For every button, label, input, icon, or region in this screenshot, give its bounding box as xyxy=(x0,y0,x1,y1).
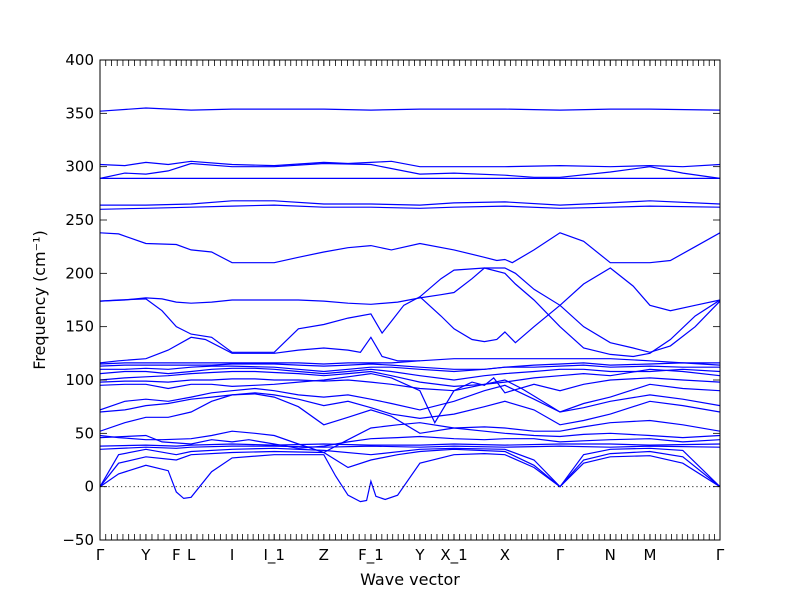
band-lines xyxy=(100,107,720,503)
x-tick-label-11: X xyxy=(500,546,510,564)
band-line-7 xyxy=(100,422,720,454)
band-line-13 xyxy=(100,368,720,388)
x-axis: Γ Y F L I I_1 Z F_1 Y X_1 X Γ N M Γ xyxy=(96,60,725,565)
band-line-9 xyxy=(100,392,720,426)
y-tick-label: 0 xyxy=(84,478,94,496)
y-tick-label: 50 xyxy=(75,424,94,442)
band-line-6 xyxy=(100,434,720,449)
x-tick-label-1: Γ xyxy=(96,546,105,564)
x-tick-label-8: F_1 xyxy=(358,546,384,565)
band-line-22 xyxy=(100,232,720,264)
y-tick-label: 400 xyxy=(65,51,94,69)
y-tick-label: −50 xyxy=(62,531,94,549)
x-tick-label-14: M xyxy=(643,546,656,564)
x-tick-label-12: Γ xyxy=(556,546,565,564)
y-axis-title: Frequency (cm⁻¹) xyxy=(30,230,49,369)
band-line-24 xyxy=(100,200,720,206)
band-line-20 xyxy=(100,267,720,358)
x-tick-label-5: I xyxy=(230,546,234,564)
plot-frame xyxy=(99,59,721,541)
band-line-10 xyxy=(100,384,720,413)
y-tick-label: 200 xyxy=(65,264,94,282)
y-axis: −50 0 50 100 150 200 250 300 350 400 xyxy=(62,51,720,549)
x-tick-label-10: X_1 xyxy=(440,546,467,565)
band-line-15 xyxy=(100,364,720,373)
x-tick-label-3: F xyxy=(172,546,181,564)
band-line-17 xyxy=(100,358,720,365)
band-line-18 xyxy=(100,336,420,364)
x-tick-label-15: Γ xyxy=(716,546,725,564)
band-line-23 xyxy=(100,204,720,210)
band-line-8 xyxy=(100,393,720,434)
band-line-3 xyxy=(100,447,720,488)
x-tick-label-9: Y xyxy=(414,546,425,564)
band-line-14 xyxy=(100,367,720,381)
band-line-4 xyxy=(100,445,720,450)
y-tick-label: 100 xyxy=(65,371,94,389)
y-tick-label: 150 xyxy=(65,318,94,336)
y-tick-label: 250 xyxy=(65,211,94,229)
band-line-19 xyxy=(419,267,720,344)
band-line-26 xyxy=(100,162,720,179)
x-tick-label-7: Z xyxy=(319,546,329,564)
x-tick-label-2: Y xyxy=(140,546,151,564)
band-line-11 xyxy=(100,372,720,424)
band-line-27 xyxy=(100,160,720,168)
y-tick-label: 350 xyxy=(65,104,94,122)
band-line-28 xyxy=(100,107,720,112)
x-axis-title: Wave vector xyxy=(360,570,460,589)
x-tick-label-6: I_1 xyxy=(263,546,284,565)
y-tick-label: 300 xyxy=(65,158,94,176)
x-tick-label-4: L xyxy=(187,546,196,564)
band-line-16 xyxy=(100,362,720,370)
x-tick-label-13: N xyxy=(605,546,616,564)
band-line-12 xyxy=(100,377,720,394)
band-line-5 xyxy=(100,443,720,447)
band-line-1 xyxy=(100,452,720,503)
band-line-2 xyxy=(100,448,720,488)
band-line-21 xyxy=(100,267,720,353)
